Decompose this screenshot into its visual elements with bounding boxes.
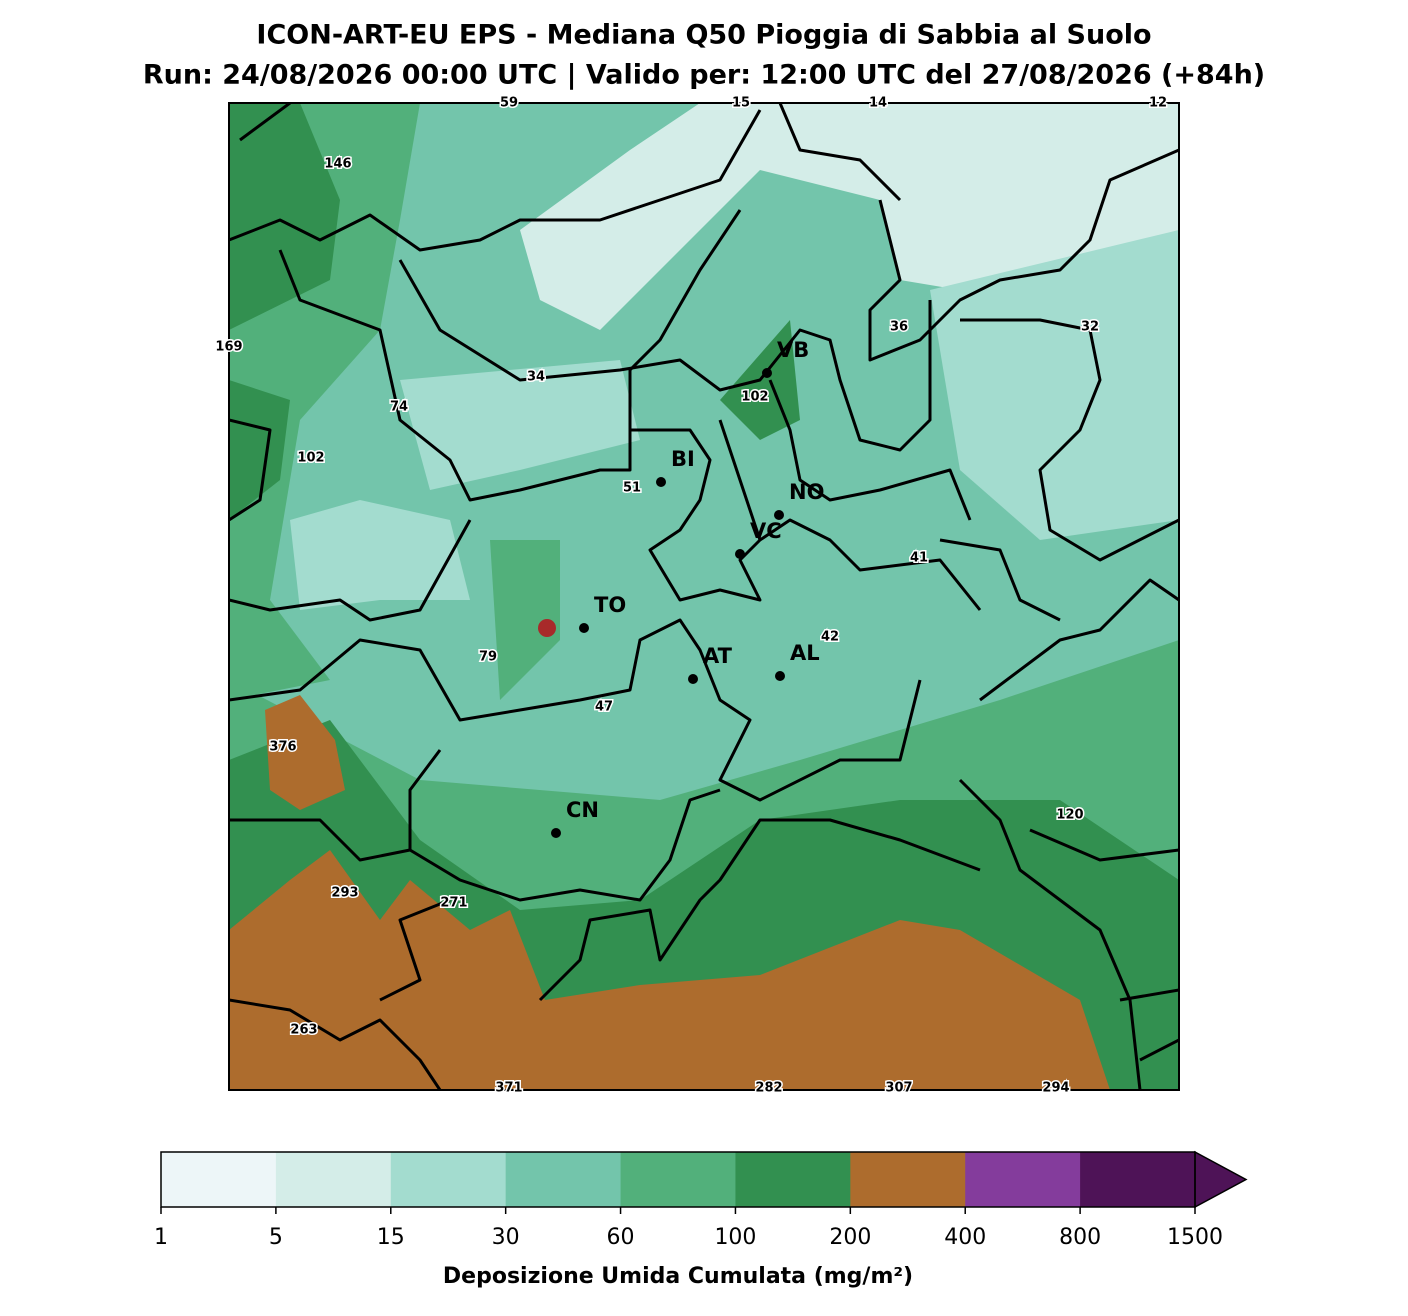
value-label: 12 bbox=[1149, 96, 1167, 111]
contour-region bbox=[229, 103, 340, 330]
city-dot bbox=[688, 674, 698, 684]
city-dot bbox=[774, 510, 784, 520]
colorbar-tick-label: 800 bbox=[1059, 1225, 1101, 1250]
city-dot bbox=[551, 828, 561, 838]
city-label: NO bbox=[789, 480, 824, 504]
city-label: BI bbox=[671, 447, 695, 471]
colorbar-extend bbox=[1194, 1150, 1248, 1209]
value-label: 263 bbox=[290, 1023, 317, 1038]
colorbar-frame bbox=[160, 1151, 1196, 1208]
colorbar-segment bbox=[735, 1152, 851, 1207]
value-label: 51 bbox=[623, 481, 641, 496]
value-label: 32 bbox=[1081, 320, 1099, 335]
value-label: 79 bbox=[479, 650, 497, 665]
colorbar-segment bbox=[965, 1152, 1081, 1207]
colorbar-segment bbox=[275, 1152, 392, 1207]
contour-region bbox=[400, 360, 640, 490]
value-label: 146 bbox=[324, 157, 351, 172]
value-label: 293 bbox=[331, 886, 358, 901]
value-label: 307 bbox=[885, 1081, 912, 1096]
city-label: VB bbox=[777, 338, 809, 362]
city-label: AL bbox=[790, 641, 820, 665]
city-dot bbox=[579, 623, 589, 633]
city-dot bbox=[656, 477, 666, 487]
colorbar-tick-label: 5 bbox=[269, 1225, 283, 1250]
value-label: 41 bbox=[910, 551, 928, 566]
colorbar-tick-label: 15 bbox=[377, 1225, 405, 1250]
value-label: 102 bbox=[297, 451, 324, 466]
city-label: TO bbox=[594, 593, 626, 617]
contour-region bbox=[930, 230, 1179, 540]
colorbar-segment bbox=[161, 1152, 277, 1207]
value-label: 36 bbox=[890, 320, 908, 335]
city-dot bbox=[735, 549, 745, 559]
city-dot bbox=[762, 368, 772, 378]
value-label: 59 bbox=[500, 96, 518, 111]
borders bbox=[229, 103, 1179, 1090]
contour-region bbox=[229, 850, 1110, 1090]
value-label: 371 bbox=[495, 1081, 522, 1096]
value-label: 282 bbox=[755, 1081, 782, 1096]
value-label: 294 bbox=[1042, 1081, 1069, 1096]
colorbar-label: Deposizione Umida Cumulata (mg/m²) bbox=[443, 1264, 913, 1289]
colorbar-segment bbox=[620, 1152, 736, 1207]
city-label: AT bbox=[703, 644, 733, 668]
location-marker bbox=[538, 619, 556, 637]
colorbar-tick-label: 100 bbox=[714, 1225, 756, 1250]
colorbar-tick-label: 1500 bbox=[1167, 1225, 1223, 1250]
map-area bbox=[229, 103, 1179, 1090]
colorbar-segment bbox=[390, 1152, 507, 1207]
colorbar-tick-label: 1 bbox=[154, 1225, 168, 1250]
contour-region bbox=[490, 540, 560, 700]
value-label: 47 bbox=[595, 700, 613, 715]
subtitle: Run: 24/08/2026 00:00 UTC | Valido per: … bbox=[143, 60, 1265, 91]
city-label: CN bbox=[566, 798, 599, 822]
colorbar: 1 5 15 30 60 100 200 400 800 1500 bbox=[154, 1150, 1248, 1250]
colorbar-tick-label: 60 bbox=[607, 1225, 635, 1250]
value-label: 34 bbox=[527, 370, 545, 385]
city-label: VC bbox=[750, 519, 782, 543]
colorbar-segment bbox=[505, 1152, 622, 1207]
contour-region bbox=[265, 695, 345, 810]
colorbar-segment bbox=[1080, 1152, 1196, 1207]
value-label: 102 bbox=[741, 390, 768, 405]
title: ICON-ART-EU EPS - Mediana Q50 Pioggia di… bbox=[256, 20, 1151, 51]
colorbar-tick-label: 30 bbox=[492, 1225, 520, 1250]
colorbar-segment bbox=[850, 1152, 966, 1207]
value-label: 271 bbox=[440, 896, 467, 911]
colorbar-tick-label: 200 bbox=[829, 1225, 871, 1250]
value-label: 169 bbox=[215, 340, 242, 355]
contour-region bbox=[229, 380, 290, 520]
contour-region bbox=[290, 500, 470, 610]
value-label: 14 bbox=[869, 96, 887, 111]
city-dot bbox=[775, 671, 785, 681]
value-label: 15 bbox=[732, 96, 750, 111]
value-label: 74 bbox=[390, 400, 408, 415]
value-label: 42 bbox=[821, 630, 839, 645]
colorbar-tick-label: 400 bbox=[944, 1225, 986, 1250]
value-label: 376 bbox=[269, 740, 296, 755]
map-frame bbox=[228, 102, 1180, 1091]
value-label: 120 bbox=[1056, 808, 1083, 823]
